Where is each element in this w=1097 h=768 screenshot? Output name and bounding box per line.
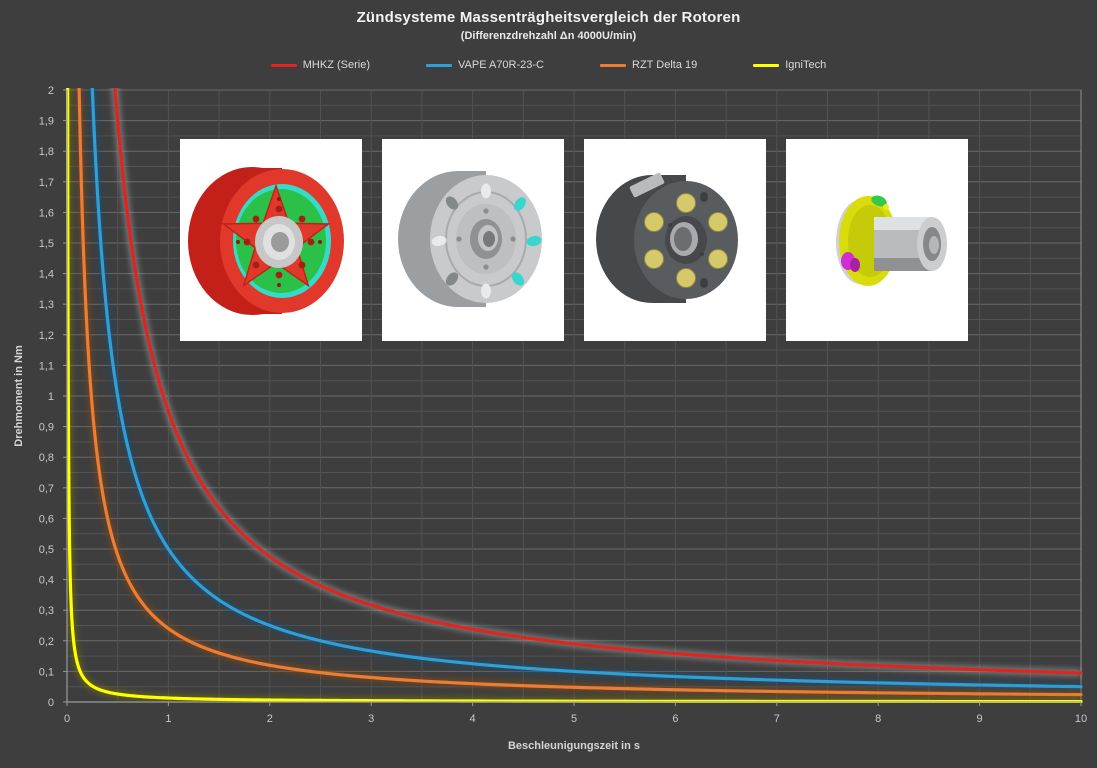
dark-magnet-rotor-illustration xyxy=(596,172,738,303)
legend-label: MHKZ (Serie) xyxy=(302,59,370,71)
y-axis-title: Drehmoment in Nm xyxy=(13,345,25,447)
svg-text:3: 3 xyxy=(368,713,374,725)
svg-text:0: 0 xyxy=(48,697,54,709)
rotor-image-silver-rotor xyxy=(382,139,564,341)
legend-line-swatch xyxy=(270,63,297,67)
svg-text:0,9: 0,9 xyxy=(39,422,54,434)
svg-text:0,4: 0,4 xyxy=(39,575,54,587)
legend-line-swatch xyxy=(753,63,780,67)
x-axis-title: Beschleunigungszeit in s xyxy=(507,740,641,752)
rotor-image-red-flywheel xyxy=(180,139,362,341)
svg-text:2: 2 xyxy=(267,713,273,725)
svg-text:1,4: 1,4 xyxy=(39,269,54,281)
chart-title: Zündsysteme Massenträgheitsvergleich der… xyxy=(356,9,741,26)
svg-text:0,1: 0,1 xyxy=(39,666,54,678)
svg-text:0,5: 0,5 xyxy=(39,544,54,556)
svg-text:1,3: 1,3 xyxy=(39,299,54,311)
legend-item: VAPE A70R-23-C xyxy=(426,59,544,71)
svg-text:4: 4 xyxy=(470,713,476,725)
legend-item: RZT Delta 19 xyxy=(600,59,697,71)
legend-item: IgniTech xyxy=(753,59,826,71)
chart-legend: MHKZ (Serie) VAPE A70R-23-C RZT Delta 19 Ig… xyxy=(0,59,1097,71)
svg-text:6: 6 xyxy=(672,713,678,725)
svg-text:1,1: 1,1 xyxy=(39,360,54,372)
svg-text:0,8: 0,8 xyxy=(39,452,54,464)
silver-rotor-illustration xyxy=(398,171,542,307)
rotor-image-small-hub xyxy=(786,139,968,341)
legend-line-swatch xyxy=(426,63,452,67)
legend-label: RZT Delta 19 xyxy=(632,59,698,71)
svg-text:1: 1 xyxy=(48,391,54,403)
legend-label: VAPE A70R-23-C xyxy=(458,59,545,71)
svg-text:5: 5 xyxy=(571,713,577,725)
legend-line-swatch xyxy=(600,63,627,67)
svg-text:1,9: 1,9 xyxy=(39,116,54,128)
svg-text:0,2: 0,2 xyxy=(39,636,54,648)
svg-text:8: 8 xyxy=(875,713,881,725)
svg-text:7: 7 xyxy=(774,713,780,725)
legend-item: MHKZ (Serie) xyxy=(270,59,370,71)
svg-text:1,6: 1,6 xyxy=(39,207,54,219)
svg-text:9: 9 xyxy=(977,713,983,725)
small-hub-rotor-illustration xyxy=(836,180,947,286)
svg-text:0: 0 xyxy=(64,713,70,725)
svg-text:1,5: 1,5 xyxy=(39,238,54,250)
svg-text:1: 1 xyxy=(165,713,171,725)
svg-text:2: 2 xyxy=(48,85,54,97)
svg-text:0,7: 0,7 xyxy=(39,483,54,495)
svg-text:1,7: 1,7 xyxy=(39,177,54,189)
svg-text:0,6: 0,6 xyxy=(39,513,54,525)
red-flywheel-rotor-illustration xyxy=(188,167,344,315)
svg-text:0,3: 0,3 xyxy=(39,605,54,617)
svg-text:1,8: 1,8 xyxy=(39,146,54,158)
legend-label: IgniTech xyxy=(785,59,827,71)
rotor-image-dark-magnet-rotor xyxy=(584,139,766,341)
svg-text:1,2: 1,2 xyxy=(39,330,54,342)
svg-text:10: 10 xyxy=(1075,713,1087,725)
chart-subtitle: (Differenzdrehzahl Δn 4000U/min) xyxy=(460,30,637,42)
